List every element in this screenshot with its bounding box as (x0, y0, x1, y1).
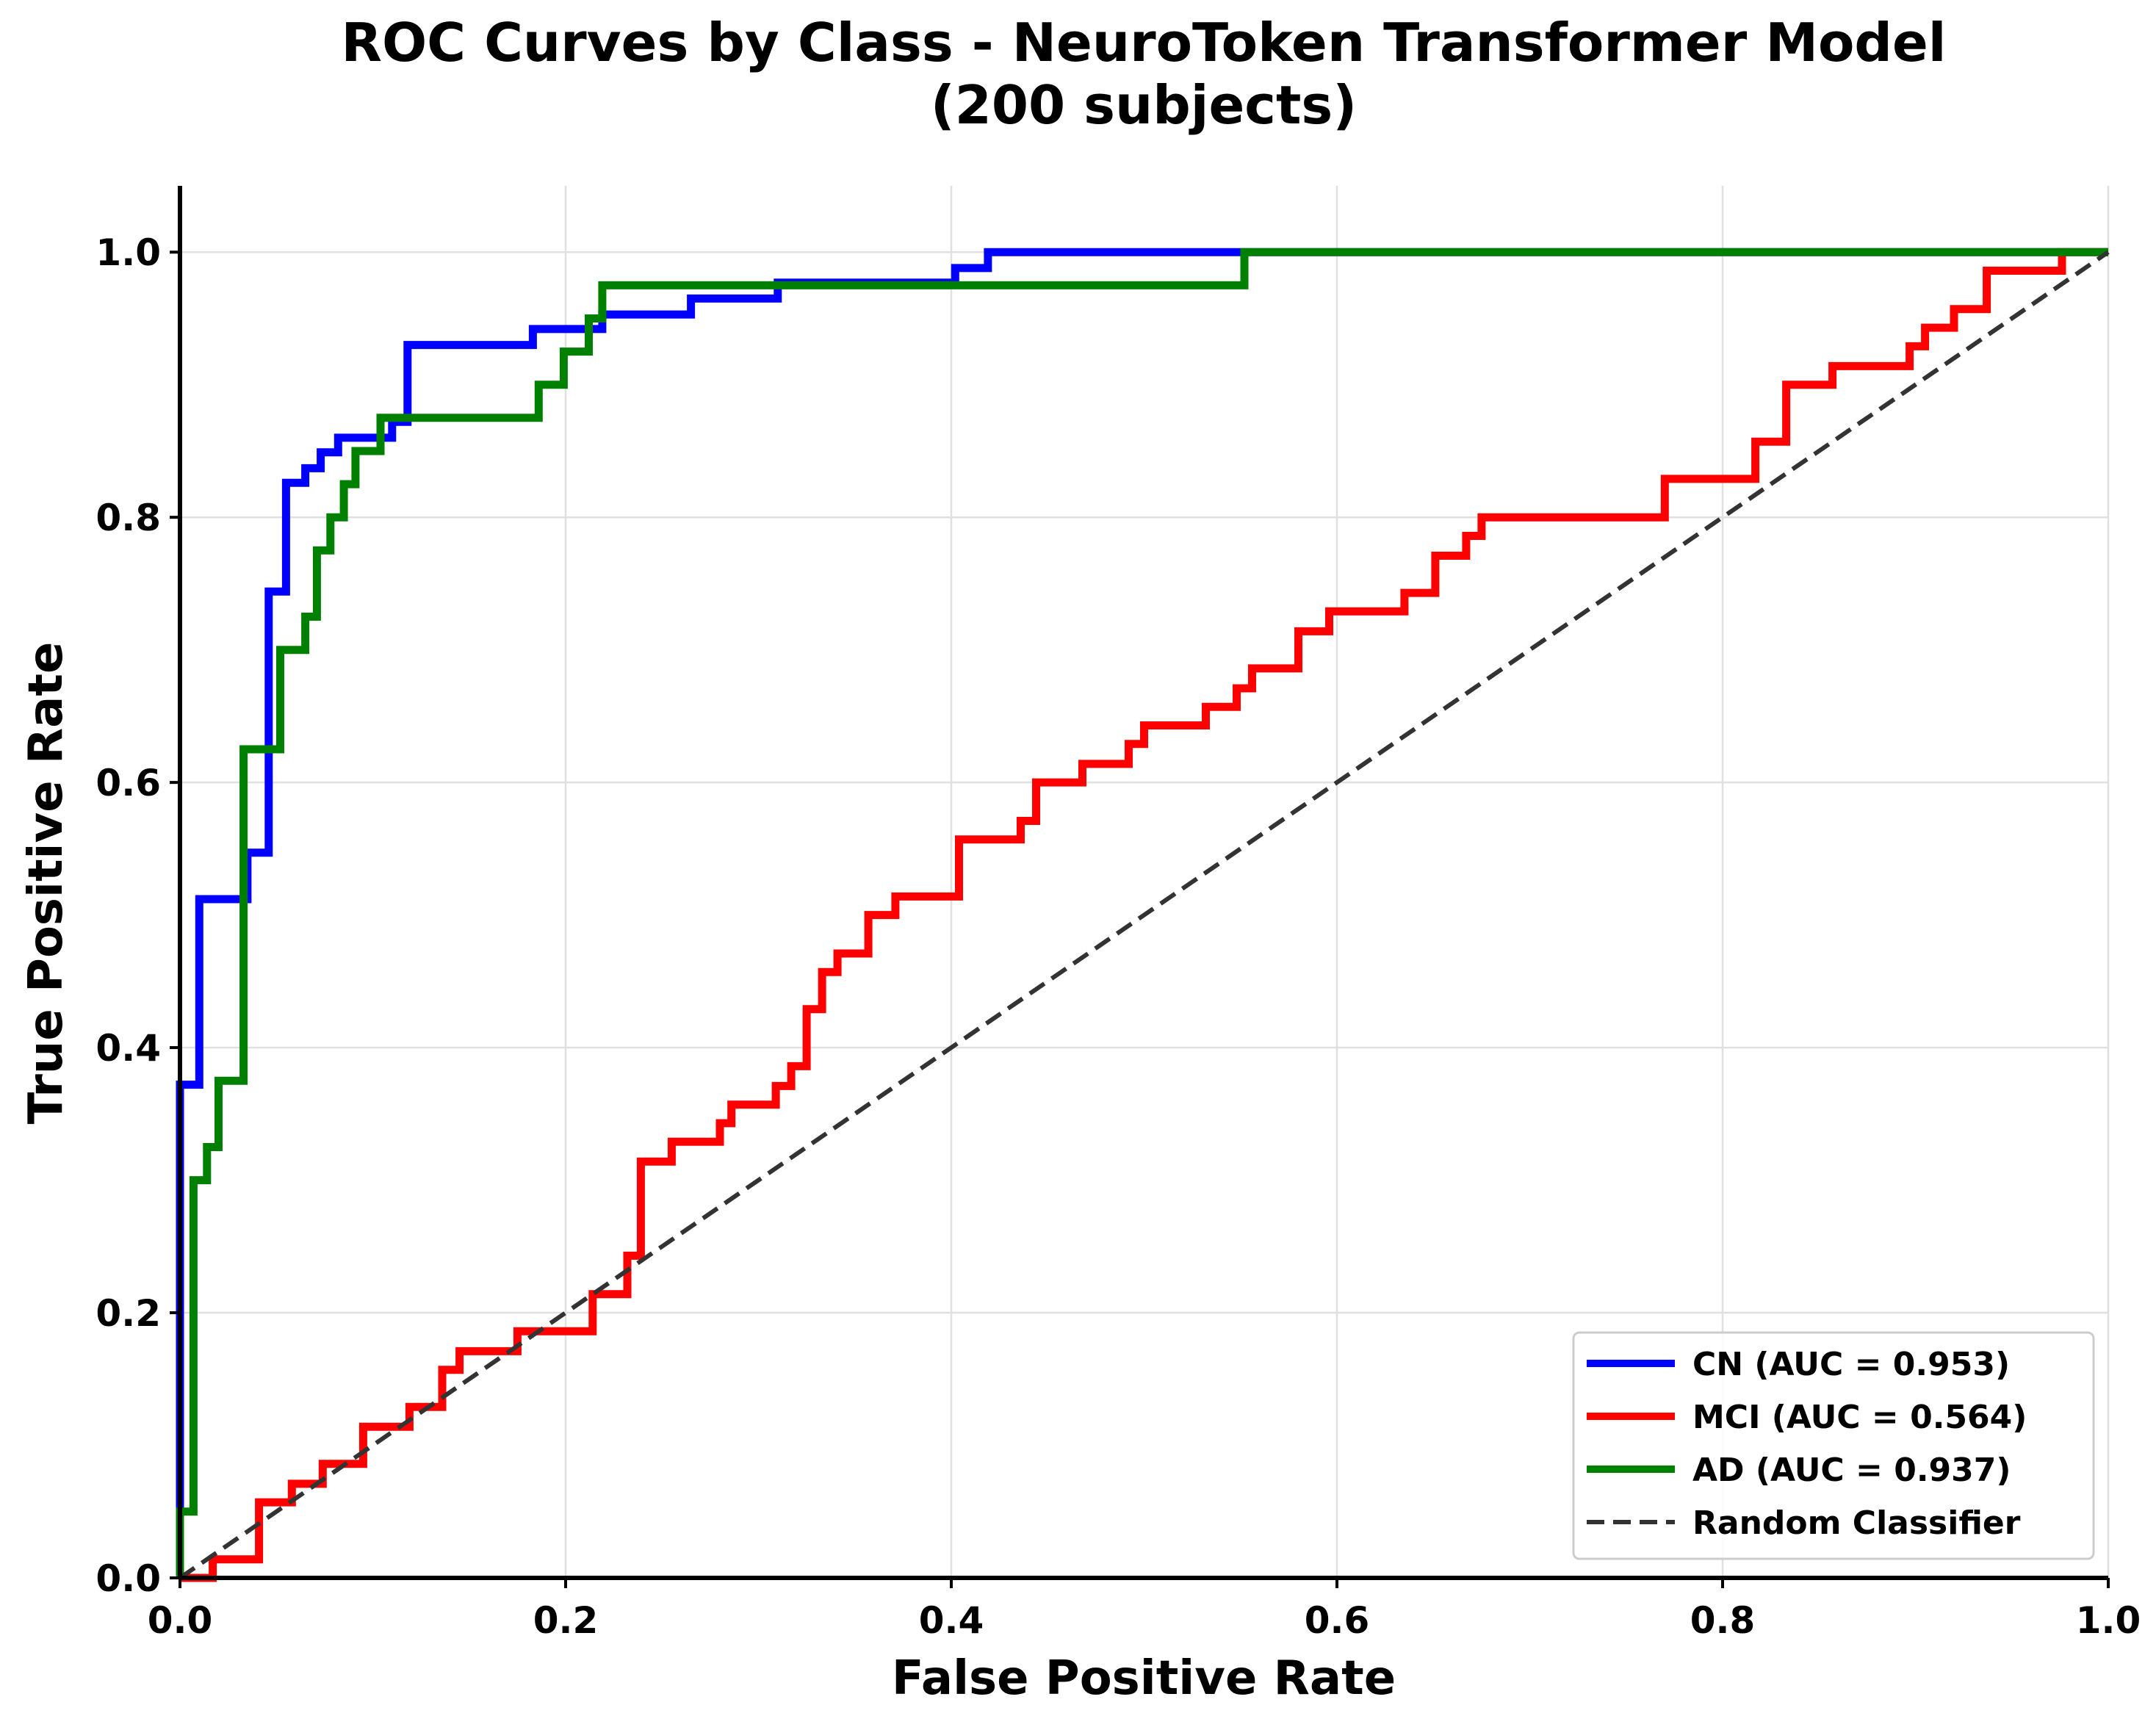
x-tick-label: 0.8 (1690, 1599, 1756, 1642)
data-series (176, 248, 2110, 1582)
y-tick-label: 0.0 (95, 1557, 161, 1600)
chart-title-line-2: (200 subjects) (931, 74, 1357, 136)
legend-box (1572, 1331, 2095, 1560)
tick-labels: 0.0 0.2 0.4 0.6 0.8 1.0 0.0 0.2 0.4 0.6 0.8 1.0 (95, 231, 2141, 1642)
series-line-random (179, 250, 2110, 1580)
x-tick-label: 0.0 (148, 1599, 213, 1642)
x-tick-label: 0.4 (919, 1599, 984, 1642)
legend-label: Random Classifier (1692, 1504, 2021, 1542)
x-axis-label: False Positive Rate (892, 1651, 1396, 1706)
x-tick-label: 1.0 (2076, 1599, 2141, 1642)
y-tick-label: 0.6 (95, 762, 161, 804)
legend-label: CN (AUC = 0.953) (1692, 1346, 2010, 1383)
x-tick-label: 0.2 (533, 1599, 599, 1642)
y-tick-label: 0.2 (95, 1292, 161, 1335)
y-tick-label: 1.0 (95, 231, 161, 274)
x-tick-label: 0.6 (1305, 1599, 1370, 1642)
y-tick-label: 0.4 (95, 1027, 161, 1070)
series-line-ad (176, 248, 2108, 1578)
chart-title-line-1: ROC Curves by Class - NeuroToken Transfo… (342, 12, 1947, 73)
grid-lines (179, 186, 2110, 1579)
y-axis-label: True Positive Rate (19, 642, 73, 1125)
series-line-mci (180, 248, 2108, 1582)
axes (170, 186, 2110, 1588)
legend-label: AD (AUC = 0.937) (1692, 1452, 2011, 1489)
y-tick-label: 0.8 (95, 497, 161, 539)
legend: CN (AUC = 0.953) MCI (AUC = 0.564) AD (AUC… (1572, 1331, 2095, 1560)
legend-label: MCI (AUC = 0.564) (1692, 1399, 2027, 1436)
